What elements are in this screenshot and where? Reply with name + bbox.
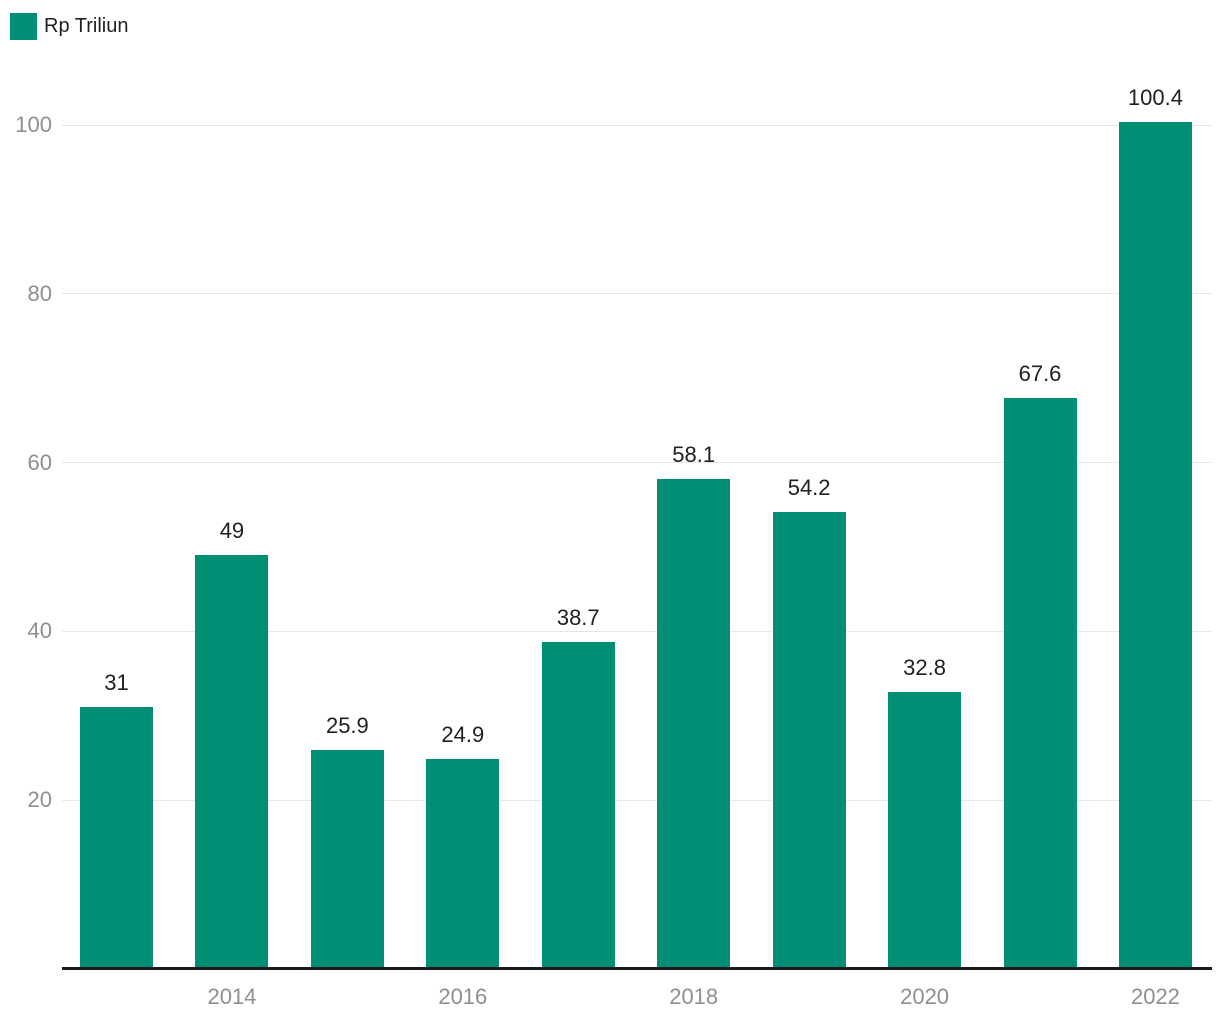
bar-value-label: 32.8: [903, 655, 946, 681]
y-tick-label: 40: [27, 618, 52, 644]
x-tick-label: 2020: [900, 984, 950, 1009]
bar-2016[interactable]: [426, 758, 500, 969]
legend-swatch: [10, 13, 37, 40]
x-tick-label: 2022: [1130, 984, 1180, 1009]
x-axis-line: [62, 967, 1212, 970]
x-tick-label: 2014: [207, 984, 257, 1009]
bar-2020[interactable]: [888, 692, 962, 969]
bar-2013[interactable]: [80, 707, 153, 969]
y-tick-label: 80: [27, 280, 52, 306]
gridline: [62, 630, 1212, 632]
bar-value-label: 38.7: [556, 605, 600, 631]
gridline: [62, 124, 1212, 126]
bar-value-label: 58.1: [672, 441, 716, 467]
bar-2014[interactable]: [195, 555, 269, 969]
bar-value-label: 100.4: [1127, 84, 1183, 110]
bar-2022[interactable]: [1118, 121, 1192, 969]
y-tick-label: 60: [27, 449, 52, 475]
y-tick-label: 100: [15, 112, 52, 137]
gridline: [62, 462, 1212, 464]
bar-2017[interactable]: [541, 642, 615, 969]
bar-value-label: 67.6: [1018, 361, 1062, 387]
x-tick-label: 2016: [438, 984, 488, 1009]
bar-2021[interactable]: [1003, 398, 1077, 969]
legend-label: Rp Triliun: [44, 15, 129, 37]
x-tick-label: 2018: [669, 984, 719, 1009]
bar-value-label: 49: [219, 518, 245, 544]
bar-value-label: 24.9: [441, 721, 485, 747]
y-tick-label: 20: [27, 787, 52, 813]
gridline: [62, 293, 1212, 295]
gridline: [62, 799, 1212, 801]
bar-2019[interactable]: [772, 511, 846, 969]
bar-2015[interactable]: [310, 750, 384, 969]
bar-value-label: 54.2: [787, 474, 831, 500]
bar-2018[interactable]: [657, 478, 731, 969]
bar-value-label: 31: [104, 670, 129, 696]
legend: Rp Triliun: [10, 13, 128, 40]
bar-value-label: 25.9: [325, 713, 369, 739]
